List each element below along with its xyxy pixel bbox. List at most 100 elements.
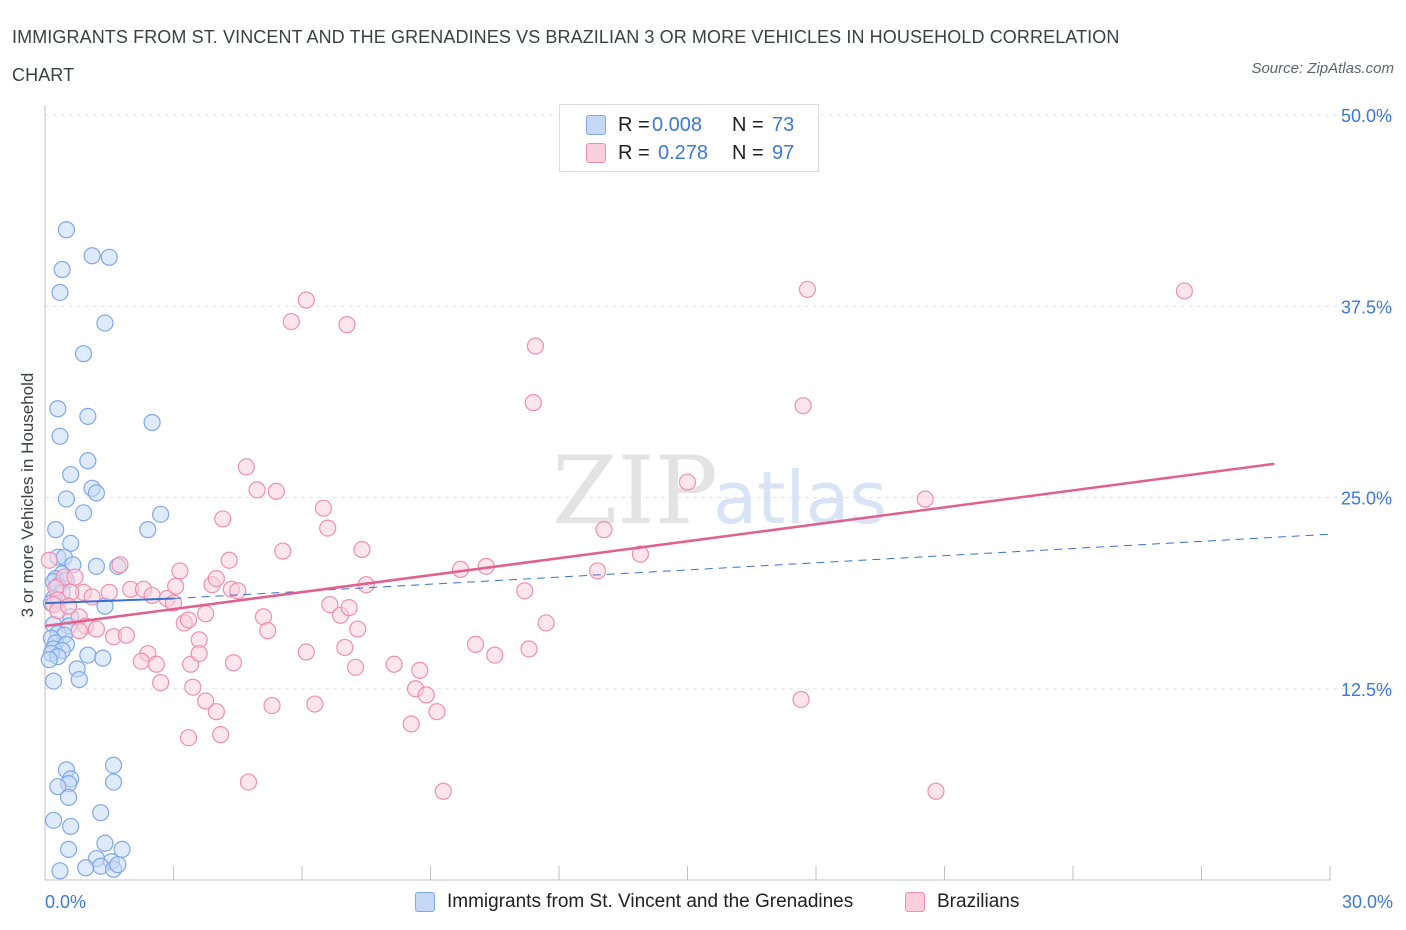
point-immigrants	[49, 778, 67, 796]
point-brazilians	[402, 715, 420, 733]
point-brazilians	[207, 569, 225, 588]
point-brazilians	[59, 597, 78, 615]
x-tick-label: 30.0%	[1342, 892, 1393, 912]
point-brazilians	[184, 678, 202, 696]
point-brazilians	[411, 661, 429, 679]
point-brazilians	[100, 583, 118, 601]
trend-lines	[44, 462, 1331, 628]
point-brazilians	[349, 620, 367, 638]
legend-n-value: 97	[772, 141, 795, 164]
point-brazilians	[927, 782, 945, 800]
point-brazilians	[263, 696, 281, 715]
point-immigrants	[143, 413, 161, 432]
point-immigrants	[83, 247, 101, 265]
point-brazilians	[143, 586, 161, 605]
point-brazilians	[70, 622, 88, 640]
axes	[44, 105, 1331, 881]
correlation-legend: R = 0.008 N = 73 R = 0.278 N = 97	[559, 104, 819, 172]
y-tick-label: 50.0%	[1341, 106, 1392, 126]
point-brazilians	[66, 568, 84, 586]
point-immigrants	[51, 283, 69, 302]
point-brazilians	[417, 686, 435, 704]
point-brazilians	[516, 582, 534, 600]
point-immigrants	[40, 651, 58, 669]
point-immigrants	[51, 427, 69, 445]
legend-r-label: R =	[618, 141, 650, 164]
point-immigrants	[51, 862, 69, 880]
point-brazilians	[282, 312, 300, 331]
point-immigrants	[77, 859, 95, 877]
y-tick-label: 25.0%	[1341, 489, 1392, 509]
point-brazilians	[428, 703, 446, 721]
point-brazilians	[267, 482, 285, 500]
legend-swatch-blue	[586, 115, 606, 135]
point-brazilians	[588, 562, 607, 580]
point-brazilians	[197, 605, 215, 623]
point-immigrants	[62, 534, 80, 553]
series-brazilians-points	[40, 280, 1193, 800]
legend-n-label: N =	[732, 113, 764, 136]
point-brazilians	[792, 690, 810, 709]
y-tick-label: 37.5%	[1341, 297, 1392, 317]
point-brazilians	[147, 655, 165, 673]
point-brazilians	[306, 695, 324, 713]
point-brazilians	[466, 635, 485, 653]
legend-row-brazilians: R = 0.278 N = 97	[586, 139, 794, 167]
point-brazilians	[274, 542, 292, 560]
point-immigrants	[53, 260, 71, 279]
point-brazilians	[595, 521, 613, 539]
point-immigrants	[139, 521, 157, 539]
point-immigrants	[44, 672, 63, 690]
y-tick-label: 12.5%	[1341, 680, 1392, 700]
tick-labels: 12.5% 25.0% 37.5% 50.0% 0.0% 30.0%	[45, 106, 1393, 912]
point-immigrants	[44, 811, 63, 829]
trend-line-brazilians	[44, 462, 1275, 628]
bottom-legend-swatch-blue	[415, 892, 435, 912]
point-immigrants	[100, 248, 118, 266]
point-brazilians	[321, 595, 339, 614]
point-brazilians	[207, 703, 225, 721]
point-immigrants	[57, 221, 76, 239]
point-brazilians	[353, 540, 371, 559]
point-brazilians	[220, 551, 238, 569]
point-brazilians	[794, 397, 812, 415]
series-immigrants-points	[40, 221, 170, 880]
point-immigrants	[79, 452, 97, 470]
point-brazilians	[297, 643, 315, 661]
point-immigrants	[92, 804, 110, 822]
point-brazilians	[40, 551, 58, 569]
point-brazilians	[179, 729, 198, 747]
trend-line-immigrants-dashed	[173, 533, 1331, 599]
point-brazilians	[212, 726, 230, 744]
point-immigrants	[59, 840, 78, 859]
point-brazilians	[87, 620, 106, 638]
point-immigrants	[59, 788, 78, 806]
point-brazilians	[916, 490, 934, 508]
point-immigrants	[96, 314, 114, 332]
point-brazilians	[486, 646, 504, 664]
point-brazilians	[190, 644, 208, 663]
point-brazilians	[314, 499, 333, 517]
trend-line-immigrants	[44, 597, 174, 605]
point-brazilians	[111, 556, 129, 574]
point-brazilians	[259, 622, 277, 640]
point-immigrants	[96, 834, 114, 852]
bottom-legend-brazilians: Brazilians	[905, 888, 1019, 916]
chart-title: IMMIGRANTS FROM ST. VINCENT AND THE GREN…	[12, 27, 1120, 85]
watermark-zip: ZIP	[552, 437, 718, 546]
point-brazilians	[1175, 282, 1193, 300]
point-brazilians	[520, 640, 538, 658]
point-immigrants	[70, 670, 88, 689]
point-brazilians	[248, 481, 266, 499]
bottom-legend-label: Brazilians	[937, 891, 1020, 912]
bottom-legend-immigrants: Immigrants from St. Vincent and the Gren…	[415, 888, 853, 916]
source-label: Source: ZipAtlas.com	[1251, 60, 1394, 77]
point-brazilians	[197, 692, 215, 710]
point-brazilians	[117, 626, 135, 644]
point-immigrants	[79, 646, 97, 664]
point-brazilians	[537, 614, 555, 632]
bottom-legend-swatch-pink	[905, 892, 925, 912]
point-brazilians	[385, 655, 403, 673]
point-immigrants	[87, 484, 106, 502]
point-immigrants	[79, 407, 97, 426]
